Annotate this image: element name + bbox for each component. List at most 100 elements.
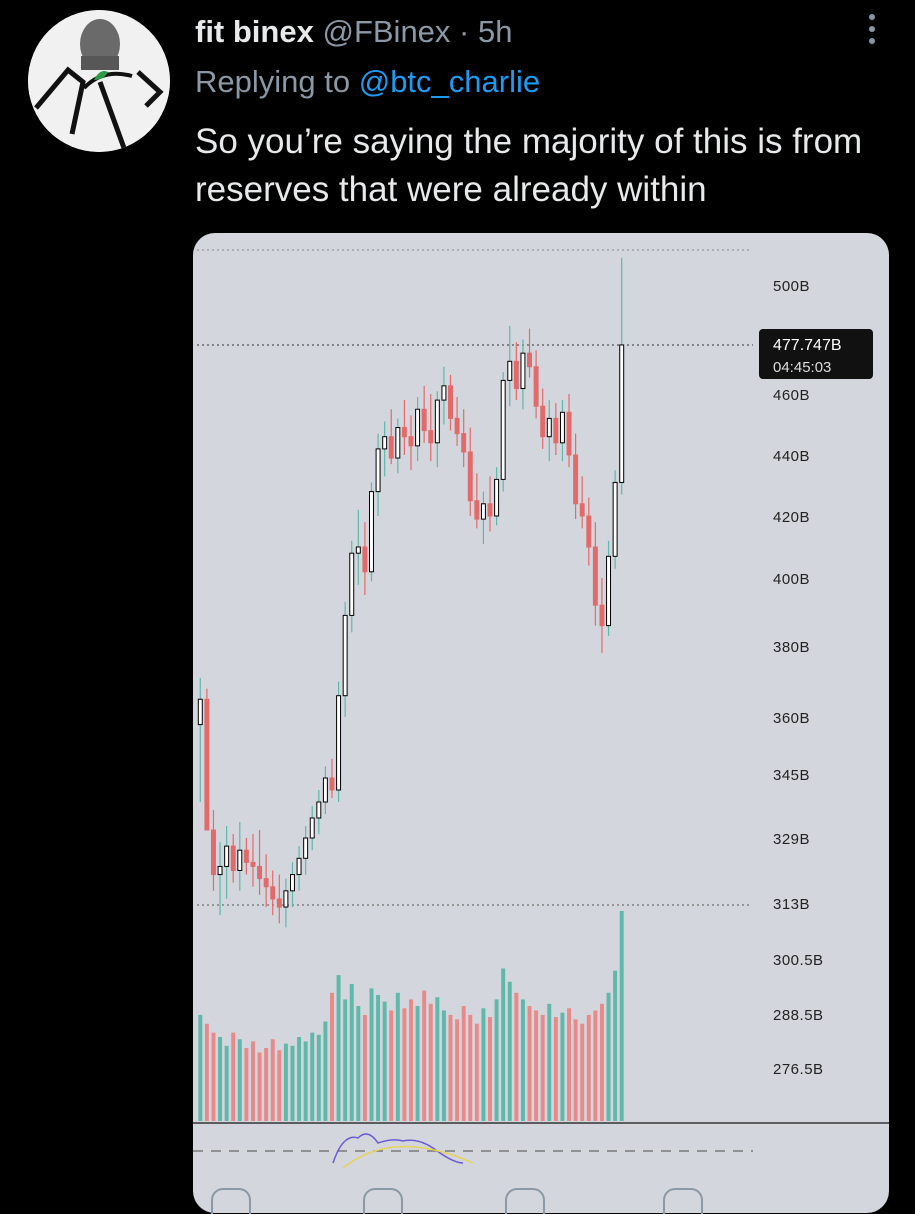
retweet-icon[interactable]	[363, 1188, 403, 1214]
volume-bar	[198, 1014, 203, 1121]
volume-bar	[218, 1037, 223, 1121]
candle-body	[507, 360, 513, 381]
volume-bar	[264, 1048, 269, 1121]
candle-body	[237, 849, 243, 871]
volume-bar	[224, 1045, 229, 1121]
candle-body	[546, 417, 552, 438]
like-icon[interactable]	[505, 1188, 545, 1214]
candle-body	[487, 503, 493, 517]
volume-bar	[586, 1014, 591, 1121]
time-separator: ·	[450, 14, 478, 49]
candle-body	[329, 777, 335, 791]
volume-bar	[520, 999, 525, 1121]
volume-bar	[619, 911, 624, 1121]
candle-body	[559, 411, 565, 444]
views-icon[interactable]	[663, 1188, 703, 1214]
volume-bar	[580, 1023, 585, 1121]
candle-body	[461, 433, 467, 453]
y-tick-label: 440B	[773, 448, 810, 465]
y-tick-label: 360B	[773, 710, 810, 727]
candle-body	[428, 430, 434, 444]
candle-body	[369, 491, 374, 573]
author-name[interactable]: fit binex	[195, 14, 314, 49]
volume-bar	[415, 1006, 420, 1121]
volume-bar	[507, 981, 512, 1121]
candle-body	[210, 829, 216, 876]
price-tag-countdown: 04:45:03	[773, 359, 831, 376]
replying-to: Replying to @btc_charlie	[195, 64, 540, 100]
volume-bar	[349, 983, 354, 1121]
volume-bar	[567, 1008, 572, 1121]
volume-bar	[323, 1021, 328, 1121]
tweet-header: fit binex @FBinex · 5h	[195, 12, 512, 52]
volume-bar	[613, 970, 618, 1121]
y-tick-label: 300.5B	[773, 952, 824, 969]
candle-body	[454, 417, 460, 435]
candle-body	[500, 379, 506, 480]
price-tag	[759, 329, 873, 379]
candle-body	[230, 845, 236, 871]
candle-body	[276, 898, 282, 908]
volume-bar	[231, 1032, 236, 1121]
volume-bar	[270, 1039, 275, 1121]
y-tick-label: 460B	[773, 387, 810, 404]
y-tick-label: 500B	[773, 278, 810, 295]
candle-body	[290, 874, 295, 892]
volume-bar	[547, 1003, 552, 1121]
candle-body	[204, 698, 210, 831]
volume-bar	[237, 1039, 242, 1121]
candle-body	[197, 698, 203, 726]
candle-body	[375, 448, 381, 493]
volume-bar	[494, 999, 499, 1121]
indicator-signal-line	[342, 1145, 474, 1169]
profile-avatar[interactable]	[28, 10, 170, 152]
candle-body	[494, 478, 500, 517]
volume-bar	[428, 1003, 433, 1121]
candle-body	[520, 352, 526, 390]
candle-body	[474, 500, 480, 520]
candle-body	[283, 890, 289, 908]
candle-body	[217, 865, 223, 876]
candle-body	[224, 845, 230, 867]
volume-bar	[534, 1010, 539, 1121]
candle-body	[579, 503, 585, 517]
more-vertical-icon[interactable]	[865, 14, 879, 50]
candle-body	[401, 427, 407, 438]
volume-bar	[250, 1041, 255, 1121]
candle-body	[421, 408, 427, 432]
volume-bar	[448, 1014, 453, 1121]
candle-body	[619, 344, 625, 483]
candle-body	[309, 817, 315, 839]
candle-body	[533, 366, 539, 407]
tweet-media-chart[interactable]: 500B 460B 440B 420B 400B 380B 360B 345B 329B 313B…	[193, 233, 889, 1213]
reply-icon[interactable]	[211, 1188, 251, 1214]
y-tick-label: 345B	[773, 767, 810, 784]
volume-bar	[257, 1052, 262, 1121]
candle-body	[408, 436, 414, 447]
volume-bar	[356, 1006, 361, 1121]
author-handle[interactable]: @FBinex	[322, 14, 451, 49]
volume-bar	[553, 1017, 558, 1121]
y-tick-label: 420B	[773, 509, 810, 526]
candle-body	[513, 360, 519, 390]
volume-bar	[369, 988, 374, 1121]
volume-bar	[488, 1017, 492, 1121]
candle-body	[257, 865, 263, 880]
reply-mention-link[interactable]: @btc_charlie	[358, 64, 541, 99]
candle-body	[527, 352, 532, 368]
volume-bar	[389, 1010, 394, 1121]
candle-body	[434, 399, 440, 444]
tweet-time[interactable]: 5h	[477, 14, 513, 49]
volume-bar	[336, 975, 341, 1121]
candle-body	[303, 837, 309, 859]
volume-bar	[514, 992, 519, 1121]
candle-body	[395, 427, 401, 459]
candle-body	[243, 849, 249, 863]
volume-bar	[343, 999, 348, 1121]
candle-body	[342, 614, 348, 697]
y-tick-label: 400B	[773, 571, 810, 588]
candle-body	[388, 436, 394, 459]
volume-bar	[441, 1010, 446, 1121]
volume-bar	[244, 1048, 249, 1121]
volume-bar	[277, 1050, 282, 1121]
